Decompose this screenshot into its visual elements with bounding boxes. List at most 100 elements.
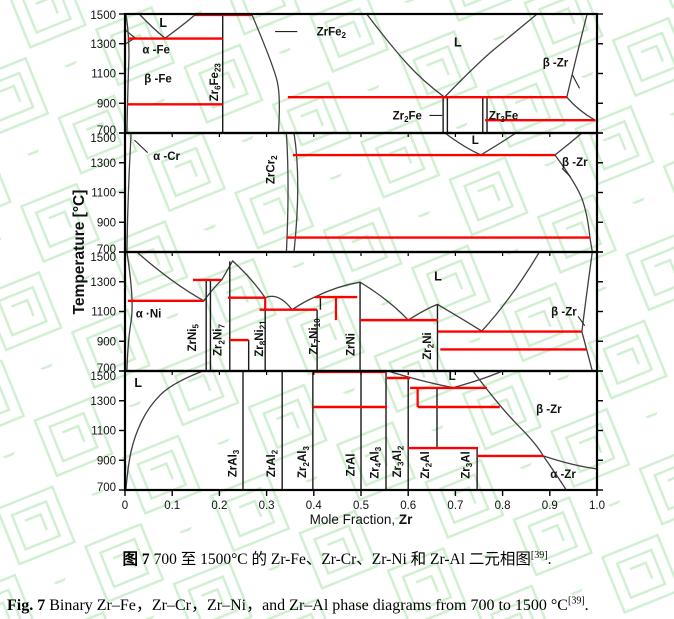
phase-label-zr-fe: β -Fe — [144, 73, 171, 85]
y-tick-label: 1100 — [91, 426, 116, 438]
panel-border-zr-cr — [123, 131, 599, 254]
phase-boundary-curve-zr-al — [542, 455, 567, 491]
phase-boundary-curve-zr-fe — [138, 13, 166, 39]
phase-boundary-curve-zr-ni — [407, 303, 439, 321]
phase-boundary-curve-zr-fe — [443, 13, 538, 98]
phase-boundary-curve-zr-ni — [581, 251, 593, 333]
label-leader-line-zr-fe — [571, 74, 581, 89]
phase-label-zr-cr: ZrCr2 — [266, 155, 280, 184]
y-axis-title: Temperature [°C] — [71, 190, 88, 315]
y-tick-label: 1300 — [90, 158, 116, 170]
y-tick-label: 1500 — [90, 252, 116, 264]
phase-boundary-curve-zr-fe — [125, 13, 130, 134]
y-tick-label: 1100 — [91, 307, 116, 319]
y-tick-label: 900 — [97, 455, 116, 467]
x-tick-label: 0.5 — [353, 500, 369, 512]
phase-label-zr-cr: β -Zr — [562, 157, 588, 169]
y-tick-label: 1100 — [91, 69, 116, 81]
y-tick-label: 1500 — [90, 133, 116, 145]
phase-label-zr-al: L — [449, 371, 456, 383]
phase-boundary-curve-zr-ni — [264, 295, 293, 311]
phase-label-zr-ni: ZrNi5 — [187, 324, 201, 352]
phase-label-zr-ni: β -Zr — [551, 307, 577, 319]
phase-boundary-curve-zr-fe — [366, 13, 446, 98]
phase-label-zr-ni: L — [434, 270, 442, 284]
x-tick-label: 0.7 — [447, 500, 463, 512]
caption-en-text: Binary Zr–Fe，Zr–Cr，Zr–Ni，and Zr–Al phase… — [45, 597, 568, 614]
phase-label-zr-al: α -Zr — [550, 469, 576, 481]
phase-boundary-curve-zr-ni — [231, 260, 266, 299]
phase-boundary-curve-zr-cr — [480, 132, 517, 156]
caption-en-figure-number: Fig. 7 — [7, 597, 46, 614]
phase-label-zr-cr: L — [472, 135, 479, 147]
y-tick-label: 900 — [97, 98, 116, 110]
phase-boundary-curve-zr-fe — [566, 96, 596, 121]
x-tick-label: 0.2 — [211, 500, 227, 512]
y-tick-label: 1100 — [91, 188, 116, 200]
y-tick-label: 1300 — [90, 39, 116, 51]
phase-boundary-curve-zr-ni — [291, 296, 316, 311]
phase-label-zr-al: Zr4Al3 — [369, 446, 383, 478]
y-tick-label: 1300 — [90, 396, 116, 408]
phase-boundary-curve-zr-ni — [359, 281, 409, 321]
caption-en: Fig. 7 Binary Zr–Fe，Zr–Cr，Zr–Ni，and Zr–A… — [7, 591, 669, 615]
phase-boundary-curve-zr-al — [125, 370, 204, 491]
phase-label-zr-ni: α ·Ni — [136, 308, 162, 320]
phase-label-zr-fe: L — [159, 16, 167, 30]
phase-label-zr-al: β -Zr — [536, 404, 562, 416]
y-tick-label: 1500 — [90, 371, 116, 383]
phase-boundary-curve-zr-fe — [164, 14, 196, 39]
phase-boundary-curve-zr-ni — [221, 260, 234, 281]
phase-boundary-curve-zr-ni — [581, 330, 588, 351]
phase-label-zr-fe: L — [454, 35, 462, 49]
phase-label-zr-al: ZrAl — [345, 453, 357, 476]
x-tick-label: 0.4 — [306, 500, 323, 512]
phase-boundary-curve-zr-ni — [481, 251, 541, 332]
y-tick-label: 900 — [97, 336, 116, 348]
caption-zh-figure-number: 图 7 — [122, 551, 150, 568]
phase-label-zr-al: L — [134, 376, 142, 390]
caption-zh: 图 7 700 至 1500°C 的 Zr-Fe、Zr-Cr、Zr-Ni 和 Z… — [0, 547, 674, 569]
caption-zh-text: 700 至 1500°C 的 Zr-Fe、Zr-Cr、Zr-Ni 和 Zr-Al… — [149, 551, 531, 568]
phase-boundary-curve-zr-al — [542, 455, 598, 470]
panel-border-zr-ni — [123, 250, 599, 373]
x-tick-label: 0.1 — [164, 500, 180, 512]
phase-boundary-curve-zr-ni — [126, 251, 133, 372]
phase-boundary-curve-zr-cr — [285, 132, 289, 253]
phase-label-zr-fe: Zr6Fe23 — [209, 63, 223, 102]
x-tick-label: 0.6 — [400, 500, 416, 512]
phase-boundary-curve-zr-ni — [136, 251, 205, 302]
phase-label-zr-al: ZrAl2 — [266, 449, 280, 477]
label-leader-line-zr-cr — [134, 139, 149, 154]
phase-boundary-curve-zr-cr — [126, 132, 132, 253]
y-tick-label: 700 — [97, 482, 116, 494]
phase-label-zr-al: Zr3Al — [461, 451, 475, 478]
phase-boundary-curve-zr-cr — [554, 154, 591, 239]
phase-boundary-curve-zr-cr — [554, 132, 583, 156]
y-tick-label: 1300 — [90, 277, 116, 289]
phase-boundary-curve-zr-al — [452, 370, 504, 389]
phase-label-zr-al: Zr3Al2 — [392, 445, 406, 477]
x-tick-label: 0.3 — [259, 500, 275, 512]
phase-label-zr-ni: Zr7Ni10 — [309, 318, 323, 355]
phase-label-zr-al: ZrAl3 — [227, 449, 241, 477]
phase-boundary-curve-zr-fe — [566, 13, 588, 98]
phase-label-zr-al: Zr2Al — [420, 451, 434, 478]
phase-label-zr-cr: α -Cr — [153, 151, 180, 163]
phase-label-zr-fe: Zr3Fe — [489, 110, 518, 124]
panel-border-zr-fe — [123, 12, 599, 135]
phase-label-zr-fe: α -Fe — [142, 44, 170, 56]
x-tick-label: 0 — [122, 500, 128, 512]
phase-boundary-curve-zr-ni — [585, 348, 593, 372]
phase-label-zr-ni: ZrNi — [345, 333, 357, 356]
phase-boundary-curve-zr-cr — [293, 132, 299, 253]
phase-boundary-curve-zr-fe — [251, 14, 281, 134]
phase-label-zr-ni: Zr8Ni21 — [254, 320, 268, 357]
y-tick-label: 700 — [97, 125, 116, 137]
phase-label-zr-al: Zr2Al3 — [297, 446, 311, 478]
phase-boundary-curve-zr-cr — [589, 236, 593, 253]
phase-label-zr-fe: ZrFe2 — [317, 27, 347, 41]
x-tick-label: 1.0 — [589, 500, 605, 512]
phase-label-zr-fe: β -Zr — [543, 57, 569, 69]
